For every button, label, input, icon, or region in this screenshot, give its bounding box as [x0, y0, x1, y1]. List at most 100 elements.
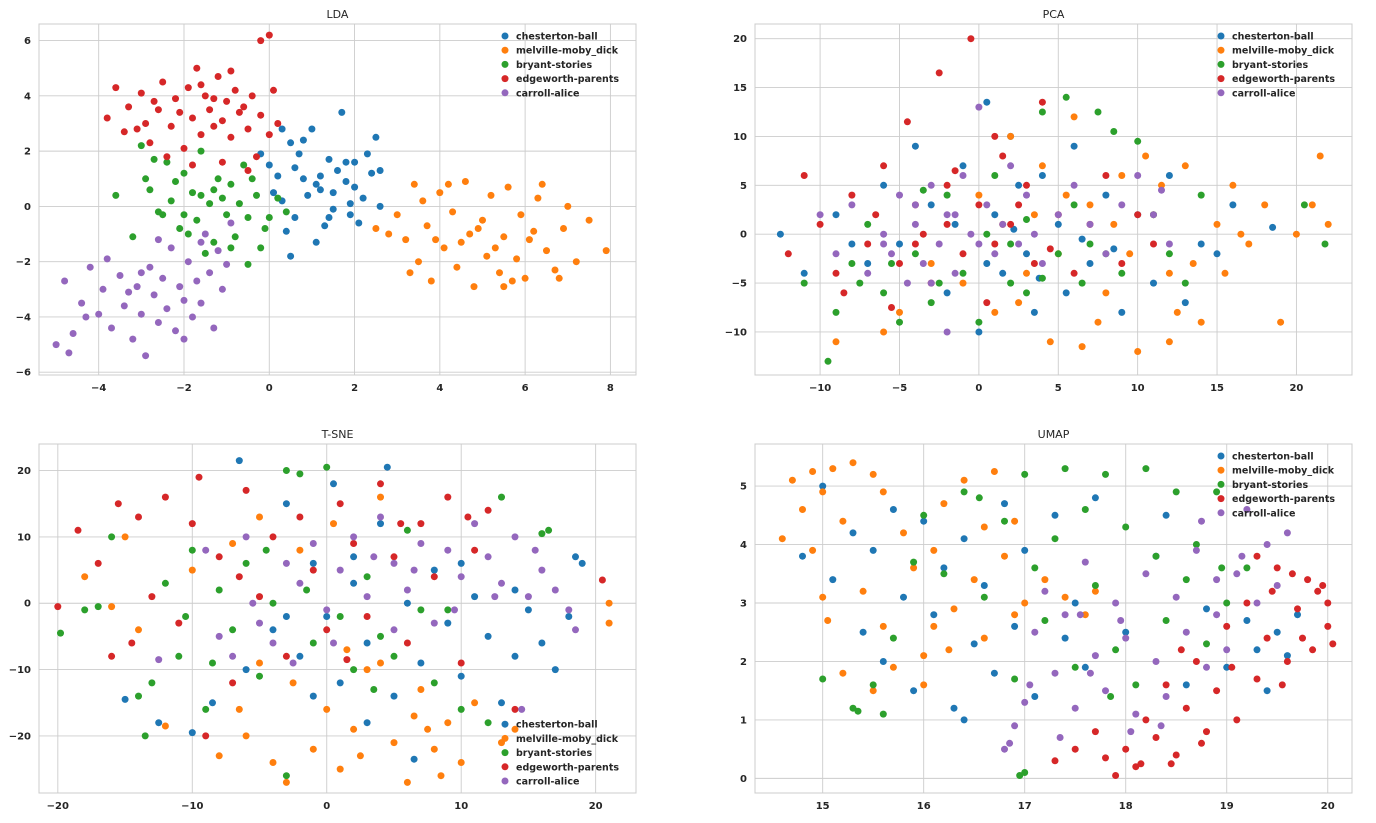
data-point	[776, 230, 784, 238]
data-point	[1192, 541, 1200, 548]
data-point	[983, 98, 991, 106]
legend: chesterton-ball melville-moby_dick bryant-…	[501, 32, 619, 99]
data-point	[197, 191, 205, 199]
data-point	[457, 573, 465, 581]
data-point	[417, 520, 425, 528]
data-point	[980, 582, 988, 589]
data-point	[1021, 698, 1029, 706]
data-point	[1117, 617, 1125, 624]
data-point	[1132, 710, 1140, 718]
series-edgeworth-parents	[54, 473, 606, 740]
legend-marker	[1217, 60, 1225, 68]
data-point	[1203, 605, 1210, 613]
data-point	[511, 705, 519, 713]
data-point	[832, 308, 840, 316]
data-point	[1122, 634, 1130, 642]
series-carroll-alice	[155, 513, 579, 713]
data-point	[888, 304, 895, 311]
legend-marker	[1217, 89, 1225, 97]
data-point	[1126, 250, 1134, 258]
data-point	[350, 540, 358, 547]
data-point	[991, 172, 999, 179]
data-point	[605, 619, 613, 627]
data-point	[415, 258, 422, 266]
data-point	[133, 283, 141, 291]
data-point	[94, 559, 102, 567]
data-point	[112, 84, 120, 92]
data-point	[951, 269, 959, 277]
data-point	[1070, 201, 1078, 209]
data-point	[346, 200, 354, 208]
data-point	[457, 759, 465, 766]
data-point	[864, 269, 872, 277]
data-point	[81, 573, 89, 581]
data-point	[1091, 582, 1099, 589]
data-point	[1118, 260, 1126, 267]
x-tick-label: 0	[323, 801, 330, 812]
data-point	[1203, 663, 1210, 671]
data-point	[1118, 201, 1126, 209]
data-point	[940, 570, 948, 578]
data-point	[390, 626, 398, 634]
data-point	[471, 546, 479, 554]
y-tick-label: 0	[24, 202, 31, 213]
data-point	[927, 260, 935, 267]
data-point	[296, 579, 304, 587]
data-point	[257, 111, 265, 119]
data-point	[1038, 260, 1046, 267]
data-point	[242, 533, 250, 541]
data-point	[832, 269, 840, 277]
data-point	[1023, 191, 1030, 199]
data-point	[1011, 722, 1019, 730]
data-point	[500, 283, 508, 291]
data-point	[336, 613, 344, 620]
data-point	[959, 269, 967, 277]
data-point	[189, 161, 196, 169]
y-tick-label: 20	[17, 466, 31, 477]
data-point	[1213, 220, 1221, 228]
legend-label: carroll-alice	[516, 88, 579, 99]
data-point	[919, 186, 927, 194]
data-point	[296, 546, 304, 554]
data-point	[54, 603, 62, 611]
data-point	[1038, 108, 1046, 116]
data-point	[799, 552, 806, 560]
legend-marker	[501, 75, 509, 83]
data-point	[1112, 646, 1120, 654]
data-point	[1165, 172, 1173, 179]
panel-umap: 15 16 17 18 19 20 0 1 2 3 4 5 UMAP chesterton-ball mel…	[740, 428, 1353, 812]
data-point	[1038, 274, 1046, 282]
data-point	[1157, 722, 1165, 730]
data-point	[848, 260, 856, 267]
data-point	[163, 153, 171, 161]
data-point	[309, 540, 317, 547]
data-point	[1228, 663, 1236, 671]
y-tick-label: 20	[733, 34, 747, 45]
data-point	[975, 191, 983, 199]
data-point	[1086, 669, 1094, 677]
data-point	[363, 593, 371, 601]
data-point	[274, 194, 282, 202]
data-point	[1137, 760, 1145, 768]
legend-marker	[1217, 75, 1225, 83]
data-point	[377, 513, 384, 521]
data-point	[1158, 181, 1165, 189]
data-point	[869, 470, 877, 478]
data-point	[991, 132, 999, 140]
legend-marker	[501, 777, 509, 785]
data-point	[809, 468, 817, 475]
data-point	[880, 328, 888, 336]
data-point	[1203, 640, 1210, 648]
data-point	[930, 546, 938, 554]
data-point	[1132, 763, 1140, 771]
data-point	[849, 459, 857, 467]
data-point	[112, 191, 120, 199]
legend-label: edgeworth-parents	[1232, 494, 1335, 505]
data-point	[1046, 245, 1054, 253]
data-point	[879, 622, 887, 630]
series-bryant-stories	[819, 465, 1251, 779]
data-point	[910, 687, 918, 695]
data-point	[896, 240, 903, 248]
data-point	[175, 619, 183, 627]
data-point	[950, 704, 958, 712]
